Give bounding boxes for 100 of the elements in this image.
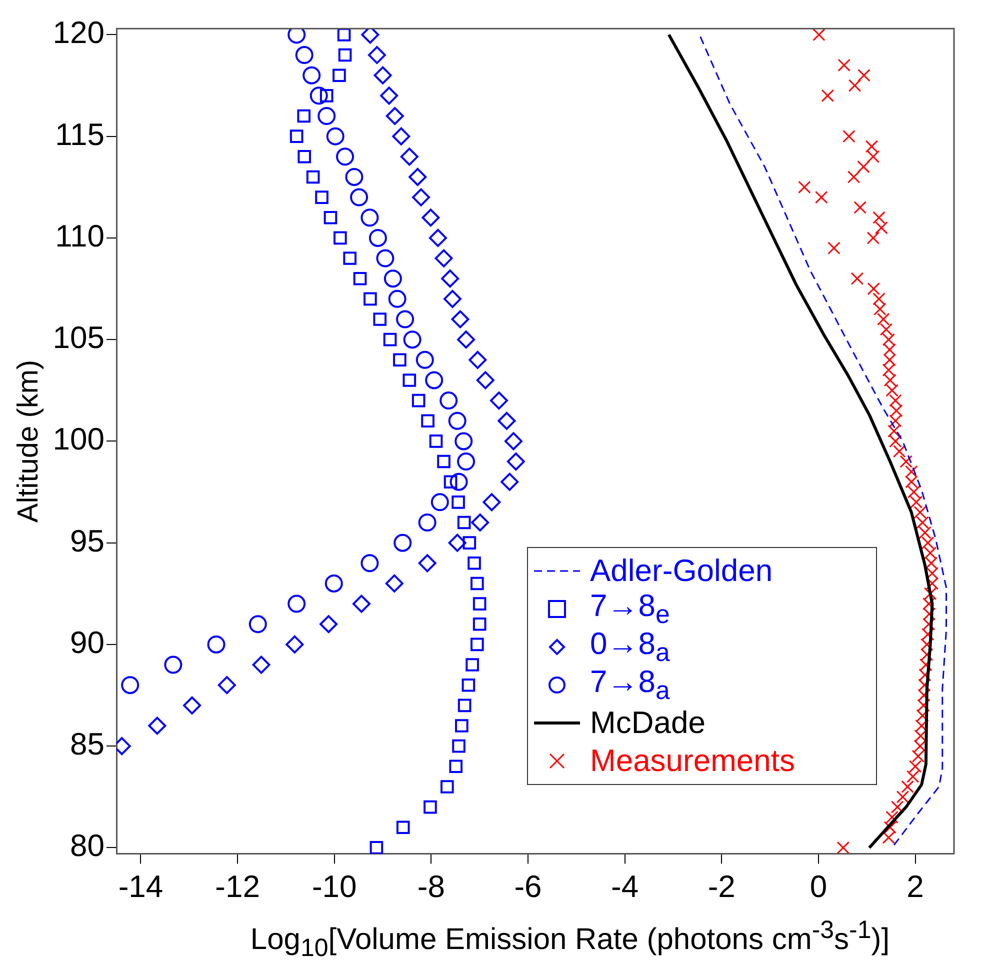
y-tick-label: 80 [70, 828, 105, 864]
legend-label: McDade [590, 705, 706, 741]
y-tick-label: 90 [70, 625, 105, 660]
point [295, 46, 314, 64]
point [380, 86, 398, 105]
point [454, 432, 473, 450]
point [452, 739, 466, 753]
point [462, 678, 476, 692]
point [386, 107, 404, 125]
point [500, 472, 519, 491]
y-tick-label: 115 [55, 116, 105, 152]
point [476, 371, 494, 390]
point [455, 719, 468, 732]
point [286, 635, 304, 654]
point [441, 270, 460, 288]
point [440, 392, 458, 410]
point [207, 635, 226, 654]
point [462, 536, 476, 550]
point [396, 310, 414, 328]
point [421, 414, 434, 428]
point [318, 107, 336, 125]
x-tick-label: -6 [514, 868, 542, 904]
point [392, 127, 410, 146]
point [360, 208, 379, 227]
point [164, 656, 182, 674]
x-tick-label: -14 [118, 868, 164, 904]
point [368, 228, 387, 247]
point [470, 576, 484, 590]
point [412, 188, 430, 206]
point [437, 454, 450, 468]
point [368, 46, 386, 64]
point [466, 658, 479, 672]
y-tick-label: 120 [52, 15, 105, 50]
point [449, 760, 463, 774]
x-tick-label: -10 [312, 868, 357, 904]
point [376, 249, 394, 268]
point [326, 127, 344, 146]
point [248, 615, 267, 634]
point [384, 270, 402, 288]
point [183, 696, 202, 714]
point [408, 168, 427, 186]
point [337, 28, 351, 42]
point [470, 638, 484, 652]
point [388, 290, 406, 308]
point [385, 574, 404, 592]
point [306, 170, 320, 184]
point [440, 780, 454, 794]
point [320, 615, 338, 634]
point [148, 716, 166, 735]
point [472, 617, 486, 631]
point [434, 249, 453, 268]
point [428, 228, 447, 247]
legend-label: Measurements [590, 743, 796, 779]
point [457, 452, 476, 471]
point [302, 66, 321, 84]
point [364, 292, 377, 306]
point [443, 290, 462, 308]
point [448, 534, 466, 552]
point [396, 820, 410, 834]
y-tick-label: 110 [55, 218, 105, 254]
point [400, 148, 418, 166]
point [412, 394, 426, 408]
point [370, 841, 384, 854]
point [457, 516, 471, 530]
point [471, 514, 490, 532]
point [343, 252, 357, 265]
point [468, 556, 481, 570]
point [338, 48, 352, 62]
point [345, 168, 364, 186]
point [418, 514, 436, 532]
point [458, 698, 472, 712]
point [360, 554, 379, 572]
y-tick-label: 85 [70, 726, 105, 762]
point [393, 353, 406, 367]
point [310, 86, 328, 105]
point [468, 350, 487, 369]
point [373, 312, 387, 326]
x-tick-label: -8 [417, 868, 445, 904]
point [297, 109, 311, 123]
point [350, 188, 368, 206]
point [444, 475, 458, 489]
point [298, 150, 312, 164]
point [418, 554, 436, 572]
x-tick-label: -12 [215, 868, 260, 904]
point [451, 310, 470, 328]
y-tick-label: 100 [52, 422, 105, 457]
point [402, 374, 416, 387]
point [336, 148, 354, 166]
x-tick-label: -4 [611, 868, 639, 904]
point [490, 392, 508, 410]
point [448, 412, 466, 430]
point [457, 330, 476, 349]
point [482, 493, 501, 512]
point [504, 432, 522, 450]
point [121, 676, 140, 694]
point [252, 656, 270, 674]
point [430, 493, 449, 512]
point [452, 496, 465, 509]
y-axis-title: Altitude (km) [12, 360, 44, 523]
point [320, 89, 334, 102]
